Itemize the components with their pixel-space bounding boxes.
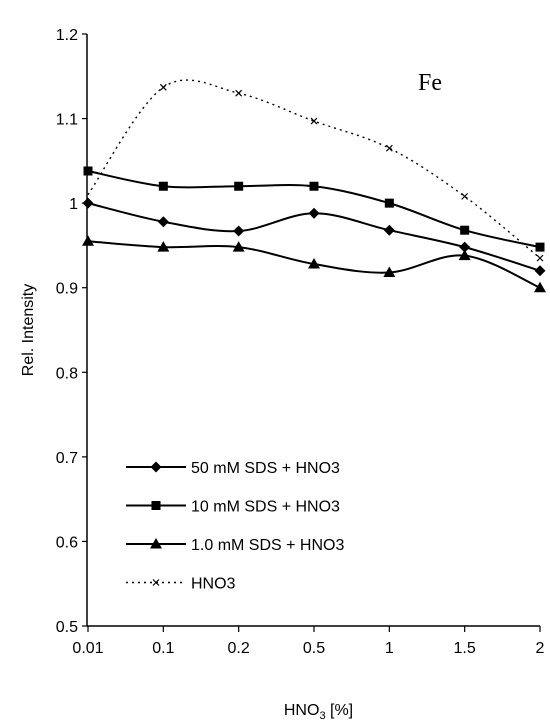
- data-point: [459, 241, 471, 253]
- data-point: [82, 197, 94, 209]
- data-point: [461, 192, 469, 200]
- data-point: [235, 89, 243, 97]
- x-tick-label: 0.01: [72, 640, 103, 657]
- x-tick-label: 0.2: [228, 640, 250, 657]
- data-point: [158, 181, 168, 191]
- data-point: [309, 181, 319, 191]
- y-tick-label: 0.9: [56, 281, 78, 298]
- series-3: [82, 235, 546, 293]
- data-point: [82, 235, 94, 246]
- data-point: [308, 258, 320, 269]
- data-point: [159, 83, 167, 91]
- legend-label: 50 mM SDS + HNO3: [191, 460, 340, 477]
- y-tick-label: 0.5: [56, 619, 78, 636]
- x-tick-label: 2: [536, 640, 545, 657]
- legend-item: 1.0 mM SDS + HNO3: [126, 537, 344, 554]
- x-tick-label: 1.5: [454, 640, 476, 657]
- legend-item: 10 mM SDS + HNO3: [126, 499, 340, 516]
- y-tick-label: 0.6: [56, 534, 78, 551]
- data-point: [535, 242, 545, 252]
- series-4: [87, 79, 544, 262]
- y-tick-label: 1.1: [56, 112, 78, 129]
- series-2: [83, 166, 545, 252]
- data-point: [234, 181, 244, 191]
- legend-marker: [151, 501, 161, 510]
- x-axis-label-subscript: 3: [319, 710, 325, 722]
- x-tick-label: 0.1: [152, 640, 174, 657]
- legend-marker: [150, 461, 162, 473]
- data-point: [534, 265, 546, 277]
- legend-marker: [152, 579, 160, 586]
- data-point: [310, 117, 318, 125]
- y-tick-label: 0.8: [56, 365, 78, 382]
- data-point: [308, 207, 320, 219]
- data-point: [157, 241, 170, 252]
- data-point: [233, 225, 245, 237]
- data-point: [383, 224, 395, 236]
- data-point: [460, 225, 470, 235]
- legend-label: 1.0 mM SDS + HNO3: [191, 537, 344, 554]
- series-1: [82, 197, 546, 277]
- legend-marker: [150, 538, 162, 549]
- data-point: [83, 166, 93, 176]
- y-axis-label: Rel. Intensity: [20, 284, 37, 376]
- x-tick-label: 1: [385, 640, 394, 657]
- x-axis-label: HNO3 [%]: [284, 702, 353, 722]
- legend-label: HNO3: [191, 576, 236, 593]
- data-point: [232, 241, 245, 252]
- element-annotation: Fe: [418, 70, 442, 96]
- y-tick-label: 1: [69, 196, 78, 213]
- legend-item: 50 mM SDS + HNO3: [126, 460, 340, 477]
- data-point: [458, 249, 471, 261]
- x-axis-label-unit: [%]: [326, 702, 354, 719]
- legend-label: 10 mM SDS + HNO3: [191, 499, 340, 516]
- y-tick-label: 0.7: [56, 450, 78, 467]
- legend: 50 mM SDS + HNO3 10 mM SDS + HNO3 1.0 mM S…: [126, 460, 344, 593]
- y-tick-label: 1.2: [56, 27, 78, 44]
- data-point: [383, 266, 396, 277]
- x-tick-label: 0.5: [303, 640, 325, 657]
- data-point: [157, 216, 169, 228]
- data-point: [384, 198, 394, 208]
- data-point: [534, 281, 546, 293]
- data-point: [385, 144, 393, 152]
- x-axis-label-main: HNO: [284, 702, 320, 719]
- data-point: [536, 254, 544, 262]
- legend-item: HNO3: [126, 576, 236, 593]
- axes: 0.5 0.6 0.7 0.8 0.9 1 1.1 1.2 0.01 0.1 0.2 0.5 1 1.5 2: [56, 27, 545, 657]
